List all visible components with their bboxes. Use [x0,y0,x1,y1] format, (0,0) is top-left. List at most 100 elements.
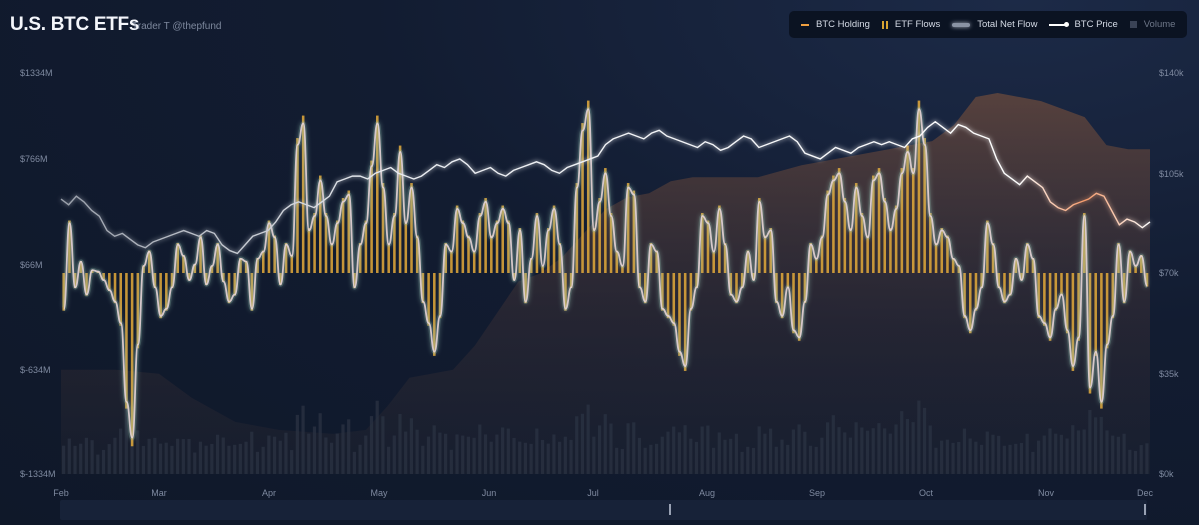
volume-bar [774,446,778,474]
volume-bar [979,444,984,474]
volume-bar [1076,430,1081,474]
etf-flow-bar [433,273,436,356]
range-start-handle[interactable] [669,504,671,515]
total-net-flow-swatch-icon [952,22,971,27]
volume-bar [797,424,801,474]
volume-bar [62,445,66,474]
volume-bar [438,432,442,474]
volume-bar [375,400,379,474]
etf-flow-bar [541,265,544,273]
volume-bar [512,437,516,474]
etf-flow-bar [490,235,493,273]
volume-bar [341,424,345,474]
volume-bar [1122,433,1126,474]
y-left-tick-label: $766M [20,154,48,164]
etf-flow-bar [165,273,168,311]
volume-bar [409,418,413,474]
etf-flow-bar [199,235,202,273]
etf-flow-bar [780,273,784,319]
etf-flow-bar [324,213,328,273]
volume-bar [603,414,607,474]
etf-flow-bar [678,273,681,356]
etf-flow-bar [763,235,767,273]
etf-flow-bar [1134,265,1137,273]
etf-flow-bar [438,273,442,319]
time-range-scrollbar[interactable] [60,500,1147,520]
y-left-tick-label: $1334M [20,68,53,78]
etf-flow-bar [877,168,881,273]
legend-item-btc-price[interactable]: BTC Price [1049,19,1118,30]
volume-bar [1014,443,1018,474]
volume-bar [227,445,231,474]
volume-bar [968,438,972,474]
etf-flow-bar [250,273,254,311]
etf-flow-bar [296,138,299,273]
etf-flow-bar [376,115,379,274]
volume-bar [563,436,567,474]
etf-flow-bar [820,235,824,273]
volume-bar [1128,449,1132,474]
volume-bar [700,426,704,474]
etf-flow-bar [1037,273,1040,319]
y-right-tick-label: $140k [1159,68,1184,78]
volume-bar [974,441,978,474]
etf-flow-bar [786,273,790,289]
volume-bar [854,422,858,474]
etf-flow-bar [552,205,556,273]
volume-bar [312,426,317,474]
etf-flow-bar [381,183,385,273]
axes: $1334M $766M $66M $-634M $-1334M $140k $105k $7… [20,68,1184,498]
y-left-tick-label: $-1334M [20,469,56,479]
volume-bar [934,447,938,474]
volume-bar [295,414,299,474]
legend-item-total-net-flow[interactable]: Total Net Flow [952,19,1037,30]
etf-flow-bar [832,175,835,273]
y-right-tick-label: $35k [1159,369,1179,379]
volume-bar [421,445,425,474]
etf-flow-bar [934,243,938,273]
volume-bar [546,443,550,474]
volume-bar [689,438,693,474]
volume-bar [694,441,699,474]
etf-flow-bar [518,228,522,273]
x-tick-label: Aug [699,488,715,498]
etf-flow-bar [906,145,909,273]
etf-flow-bar [347,190,351,273]
legend-label: BTC Price [1074,19,1118,30]
etf-flow-bar [701,213,704,273]
volume-bar [791,429,796,474]
legend-item-volume[interactable]: Volume [1129,19,1175,30]
etf-flow-bar [826,190,830,273]
volume-bar [147,438,151,474]
etf-flow-bar [854,183,858,273]
volume-bar [883,428,887,474]
page-title: U.S. BTC ETFs [10,14,140,35]
legend-item-etf-flows[interactable]: ETF Flows [881,19,940,30]
etf-flow-bar [974,273,978,311]
volume-bar [364,435,368,474]
etf-flow-bar [900,168,904,273]
volume-bar [683,425,687,474]
etf-flow-bar [301,115,305,274]
volume-bar [136,430,140,474]
etf-flow-bar [621,265,624,273]
volume-bar [307,433,311,474]
volume-bar [831,415,835,474]
volume-bar [643,447,647,474]
volume-bar [1036,440,1041,474]
volume-bar [962,428,967,474]
etf-flow-bar [769,228,772,273]
volume-bar [238,443,242,474]
volume-bar [734,433,738,474]
etf-flow-bar [1008,273,1012,296]
volume-bar [632,422,636,474]
volume-bar [404,431,408,474]
etf-flow-bar [404,220,408,273]
range-end-handle[interactable] [1144,504,1146,515]
volume-bar [654,443,659,474]
legend-item-btc-holding[interactable]: BTC Holding [801,19,870,30]
etf-flow-bar [849,228,852,273]
volume-bar [1059,434,1063,474]
etf-flow-bar [632,190,636,273]
etf-flow-bar [182,255,185,273]
